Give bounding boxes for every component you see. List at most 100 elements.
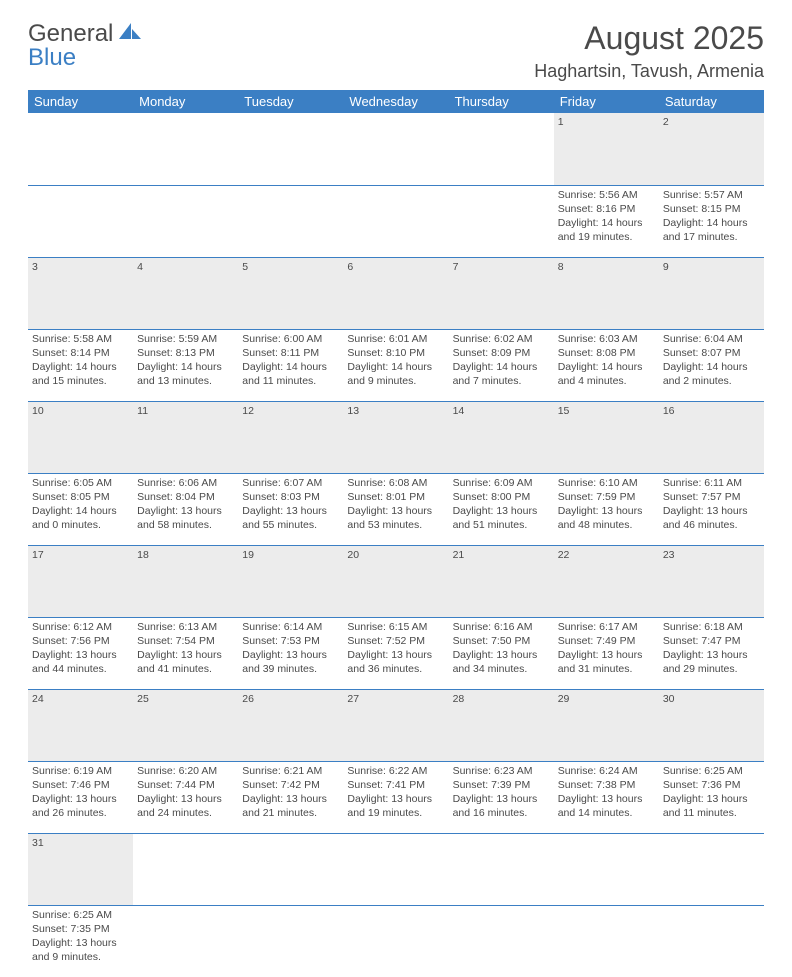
sunset-text: Sunset: 8:03 PM: [242, 490, 339, 504]
day-number-cell: 18: [133, 545, 238, 617]
weekday-header: Saturday: [659, 90, 764, 113]
day-content-cell: Sunrise: 6:25 AMSunset: 7:35 PMDaylight:…: [28, 905, 133, 977]
sunset-text: Sunset: 7:39 PM: [453, 778, 550, 792]
daylight-text: Daylight: 13 hours and 16 minutes.: [453, 792, 550, 820]
sunset-text: Sunset: 7:42 PM: [242, 778, 339, 792]
day-number-cell: 23: [659, 545, 764, 617]
daylight-text: Daylight: 14 hours and 19 minutes.: [558, 216, 655, 244]
daylight-text: Daylight: 13 hours and 36 minutes.: [347, 648, 444, 676]
sunrise-text: Sunrise: 6:25 AM: [663, 764, 760, 778]
daylight-text: Daylight: 13 hours and 48 minutes.: [558, 504, 655, 532]
day-content-cell: Sunrise: 6:09 AMSunset: 8:00 PMDaylight:…: [449, 473, 554, 545]
month-title: August 2025: [534, 20, 764, 57]
header: General August 2025 Haghartsin, Tavush, …: [28, 20, 764, 82]
daylight-text: Daylight: 13 hours and 58 minutes.: [137, 504, 234, 532]
day-number-cell: 16: [659, 401, 764, 473]
weekday-header-row: SundayMondayTuesdayWednesdayThursdayFrid…: [28, 90, 764, 113]
sunset-text: Sunset: 8:07 PM: [663, 346, 760, 360]
day-content-cell: Sunrise: 6:02 AMSunset: 8:09 PMDaylight:…: [449, 329, 554, 401]
day-content-cell: [554, 905, 659, 977]
day-number-cell: 31: [28, 833, 133, 905]
sunset-text: Sunset: 7:47 PM: [663, 634, 760, 648]
day-number-cell: 20: [343, 545, 448, 617]
sunrise-text: Sunrise: 6:11 AM: [663, 476, 760, 490]
day-number-cell: 12: [238, 401, 343, 473]
day-content-cell: Sunrise: 6:14 AMSunset: 7:53 PMDaylight:…: [238, 617, 343, 689]
logo-sail-icon: [117, 20, 143, 48]
day-content-cell: Sunrise: 6:17 AMSunset: 7:49 PMDaylight:…: [554, 617, 659, 689]
daylight-text: Daylight: 14 hours and 4 minutes.: [558, 360, 655, 388]
day-content-cell: Sunrise: 6:05 AMSunset: 8:05 PMDaylight:…: [28, 473, 133, 545]
weekday-header: Thursday: [449, 90, 554, 113]
sunset-text: Sunset: 8:15 PM: [663, 202, 760, 216]
sunrise-text: Sunrise: 5:59 AM: [137, 332, 234, 346]
day-content-cell: [449, 185, 554, 257]
day-number-cell: [28, 113, 133, 185]
location: Haghartsin, Tavush, Armenia: [534, 61, 764, 82]
sunrise-text: Sunrise: 6:09 AM: [453, 476, 550, 490]
daylight-text: Daylight: 13 hours and 14 minutes.: [558, 792, 655, 820]
daylight-text: Daylight: 13 hours and 31 minutes.: [558, 648, 655, 676]
day-number-cell: 15: [554, 401, 659, 473]
sunset-text: Sunset: 8:08 PM: [558, 346, 655, 360]
sunrise-text: Sunrise: 6:22 AM: [347, 764, 444, 778]
day-content-cell: Sunrise: 6:22 AMSunset: 7:41 PMDaylight:…: [343, 761, 448, 833]
sunset-text: Sunset: 8:05 PM: [32, 490, 129, 504]
day-number-cell: 29: [554, 689, 659, 761]
day-content-cell: Sunrise: 5:58 AMSunset: 8:14 PMDaylight:…: [28, 329, 133, 401]
day-number-cell: [449, 833, 554, 905]
day-content-row: Sunrise: 6:12 AMSunset: 7:56 PMDaylight:…: [28, 617, 764, 689]
daylight-text: Daylight: 14 hours and 11 minutes.: [242, 360, 339, 388]
daylight-text: Daylight: 13 hours and 24 minutes.: [137, 792, 234, 820]
sunset-text: Sunset: 7:52 PM: [347, 634, 444, 648]
day-number-cell: [238, 113, 343, 185]
daylight-text: Daylight: 13 hours and 11 minutes.: [663, 792, 760, 820]
day-content-cell: Sunrise: 6:13 AMSunset: 7:54 PMDaylight:…: [133, 617, 238, 689]
sunrise-text: Sunrise: 6:06 AM: [137, 476, 234, 490]
sunrise-text: Sunrise: 5:58 AM: [32, 332, 129, 346]
sunrise-text: Sunrise: 5:57 AM: [663, 188, 760, 202]
day-content-row: Sunrise: 5:56 AMSunset: 8:16 PMDaylight:…: [28, 185, 764, 257]
day-content-cell: Sunrise: 5:57 AMSunset: 8:15 PMDaylight:…: [659, 185, 764, 257]
daylight-text: Daylight: 13 hours and 21 minutes.: [242, 792, 339, 820]
sunrise-text: Sunrise: 6:13 AM: [137, 620, 234, 634]
sunset-text: Sunset: 7:59 PM: [558, 490, 655, 504]
sunset-text: Sunset: 8:11 PM: [242, 346, 339, 360]
day-number-cell: 9: [659, 257, 764, 329]
daylight-text: Daylight: 14 hours and 17 minutes.: [663, 216, 760, 244]
sunrise-text: Sunrise: 6:07 AM: [242, 476, 339, 490]
day-content-cell: Sunrise: 6:07 AMSunset: 8:03 PMDaylight:…: [238, 473, 343, 545]
sunset-text: Sunset: 7:57 PM: [663, 490, 760, 504]
day-content-cell: [133, 185, 238, 257]
sunrise-text: Sunrise: 6:24 AM: [558, 764, 655, 778]
day-content-cell: Sunrise: 6:06 AMSunset: 8:04 PMDaylight:…: [133, 473, 238, 545]
day-number-cell: [449, 113, 554, 185]
daylight-text: Daylight: 13 hours and 41 minutes.: [137, 648, 234, 676]
sunrise-text: Sunrise: 6:16 AM: [453, 620, 550, 634]
day-number-cell: 14: [449, 401, 554, 473]
sunset-text: Sunset: 8:00 PM: [453, 490, 550, 504]
day-number-cell: 8: [554, 257, 659, 329]
weekday-header: Sunday: [28, 90, 133, 113]
day-number-cell: 21: [449, 545, 554, 617]
sunrise-text: Sunrise: 6:10 AM: [558, 476, 655, 490]
sunset-text: Sunset: 7:50 PM: [453, 634, 550, 648]
sunrise-text: Sunrise: 6:05 AM: [32, 476, 129, 490]
sunset-text: Sunset: 7:44 PM: [137, 778, 234, 792]
day-number-cell: 3: [28, 257, 133, 329]
daylight-text: Daylight: 14 hours and 13 minutes.: [137, 360, 234, 388]
day-number-cell: [659, 833, 764, 905]
daylight-text: Daylight: 14 hours and 2 minutes.: [663, 360, 760, 388]
day-content-cell: [28, 185, 133, 257]
day-number-cell: 27: [343, 689, 448, 761]
day-number-cell: 4: [133, 257, 238, 329]
day-content-cell: [238, 905, 343, 977]
sunset-text: Sunset: 8:04 PM: [137, 490, 234, 504]
daylight-text: Daylight: 13 hours and 9 minutes.: [32, 936, 129, 964]
day-content-cell: Sunrise: 6:23 AMSunset: 7:39 PMDaylight:…: [449, 761, 554, 833]
day-number-cell: 24: [28, 689, 133, 761]
weekday-header: Wednesday: [343, 90, 448, 113]
day-number-row: 12: [28, 113, 764, 185]
day-content-row: Sunrise: 6:25 AMSunset: 7:35 PMDaylight:…: [28, 905, 764, 977]
day-number-cell: 19: [238, 545, 343, 617]
